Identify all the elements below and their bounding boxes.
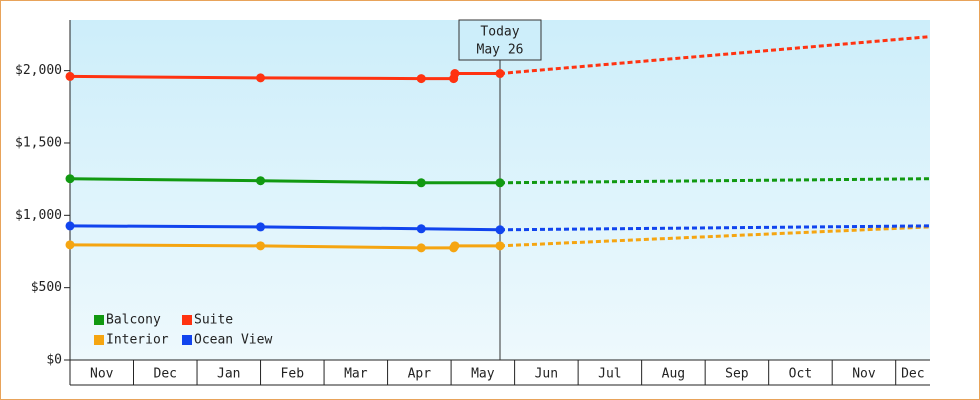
point <box>416 243 426 253</box>
point <box>256 73 266 83</box>
y-tick-label: $1,500 <box>15 135 62 150</box>
legend-swatch <box>94 315 104 325</box>
point <box>495 241 505 251</box>
annotation: Today <box>480 25 519 40</box>
legend-swatch <box>182 335 192 345</box>
x-tick-label: Jun <box>535 367 558 382</box>
point <box>450 241 460 251</box>
x-tick-label: Oct <box>789 367 812 382</box>
y-tick-label: $1,000 <box>15 208 62 223</box>
x-tick-label: May <box>471 367 495 382</box>
x-tick-label: Dec <box>901 367 924 382</box>
x-tick-label: Feb <box>281 367 305 382</box>
series-line <box>69 177 500 185</box>
legend-label: Suite <box>194 313 233 328</box>
point <box>416 178 426 188</box>
y-tick-label: $500 <box>31 280 62 295</box>
point <box>495 178 505 188</box>
x-tick-label: Nov <box>852 367 876 382</box>
point <box>416 74 426 84</box>
legend-label: Balcony <box>106 313 161 328</box>
y-tick-label: $2,000 <box>15 63 62 78</box>
legend-swatch <box>94 335 104 345</box>
point <box>65 174 75 184</box>
x-tick-label: Dec <box>154 367 177 382</box>
series-line <box>69 243 500 250</box>
series-line <box>69 224 501 232</box>
today-box <box>458 19 542 61</box>
x-tick-label: Sep <box>725 367 749 382</box>
y-tick-label: $0 <box>46 353 62 368</box>
legend-swatch <box>182 315 192 325</box>
x-tick-label: Nov <box>90 367 114 382</box>
point <box>256 176 266 186</box>
legend-label: Ocean View <box>194 333 272 348</box>
point <box>65 240 75 250</box>
point <box>256 241 266 251</box>
point <box>450 69 460 79</box>
point <box>65 71 75 81</box>
annotation: May 26 <box>477 43 524 58</box>
x-tick-label: Aug <box>662 367 685 382</box>
legend-label: Interior <box>106 333 169 348</box>
x-tick-label: Apr <box>408 367 432 382</box>
point <box>256 222 266 232</box>
point <box>65 221 75 231</box>
x-tick-label: Jan <box>217 367 240 382</box>
point <box>495 69 505 79</box>
x-tick-label: Jul <box>598 367 621 382</box>
point <box>416 224 426 234</box>
point <box>495 225 505 235</box>
x-tick-label: Mar <box>344 367 368 382</box>
series-line <box>69 72 500 81</box>
